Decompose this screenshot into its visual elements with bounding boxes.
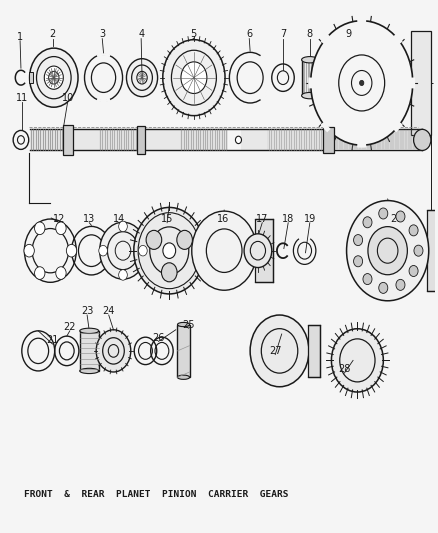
Text: 7: 7 xyxy=(280,29,286,39)
Circle shape xyxy=(363,217,372,228)
Circle shape xyxy=(35,222,45,235)
Circle shape xyxy=(127,59,158,96)
Circle shape xyxy=(44,66,64,90)
Text: 1: 1 xyxy=(17,32,23,42)
Ellipse shape xyxy=(177,322,190,327)
Text: 14: 14 xyxy=(113,214,126,224)
Bar xyxy=(137,126,145,154)
Circle shape xyxy=(66,244,77,257)
Text: 11: 11 xyxy=(16,93,28,103)
Bar xyxy=(29,72,33,83)
Circle shape xyxy=(162,263,177,282)
Text: 28: 28 xyxy=(338,365,350,374)
Circle shape xyxy=(332,329,383,392)
Bar xyxy=(334,131,422,149)
Circle shape xyxy=(409,265,418,277)
Bar xyxy=(427,210,438,292)
Text: 10: 10 xyxy=(61,93,74,103)
Text: 6: 6 xyxy=(246,29,252,39)
Bar xyxy=(177,325,190,377)
Circle shape xyxy=(396,279,405,290)
Bar xyxy=(99,130,137,150)
Circle shape xyxy=(56,266,66,279)
Bar xyxy=(80,331,99,371)
Text: 16: 16 xyxy=(217,214,230,224)
Circle shape xyxy=(119,221,127,232)
Text: 3: 3 xyxy=(99,29,105,39)
Text: 20: 20 xyxy=(390,214,403,224)
Circle shape xyxy=(146,230,162,249)
Text: 2: 2 xyxy=(49,29,56,39)
Circle shape xyxy=(379,282,388,293)
Circle shape xyxy=(96,330,131,372)
Circle shape xyxy=(24,244,34,257)
Text: 22: 22 xyxy=(64,322,76,332)
Text: FRONT  &  REAR  PLANET  PINION  CARRIER  GEARS: FRONT & REAR PLANET PINION CARRIER GEARS xyxy=(25,490,289,499)
Bar xyxy=(241,130,268,150)
Circle shape xyxy=(413,130,431,150)
Ellipse shape xyxy=(177,375,190,379)
Bar xyxy=(255,219,272,282)
Circle shape xyxy=(134,207,205,294)
Bar xyxy=(268,130,323,150)
Circle shape xyxy=(30,48,78,107)
Text: 15: 15 xyxy=(161,214,173,224)
Bar xyxy=(64,125,73,155)
Circle shape xyxy=(368,227,407,274)
Text: 9: 9 xyxy=(346,29,352,39)
Circle shape xyxy=(192,211,257,290)
Circle shape xyxy=(181,62,207,93)
Circle shape xyxy=(346,200,429,301)
Text: 17: 17 xyxy=(256,214,268,224)
Circle shape xyxy=(138,245,147,256)
Bar xyxy=(73,130,99,150)
Text: 25: 25 xyxy=(183,319,195,329)
Circle shape xyxy=(353,256,363,267)
Bar xyxy=(145,130,180,150)
Text: 26: 26 xyxy=(152,333,165,343)
Bar xyxy=(180,130,228,150)
Circle shape xyxy=(379,208,388,219)
Bar xyxy=(307,325,320,377)
Circle shape xyxy=(163,243,176,259)
Text: 12: 12 xyxy=(53,214,65,224)
Circle shape xyxy=(409,225,418,236)
Circle shape xyxy=(35,266,45,279)
Circle shape xyxy=(236,136,241,143)
Circle shape xyxy=(244,234,272,268)
Bar xyxy=(30,130,64,150)
Circle shape xyxy=(311,21,413,145)
Ellipse shape xyxy=(80,368,99,374)
Circle shape xyxy=(99,245,107,256)
Bar xyxy=(410,31,431,135)
Text: 23: 23 xyxy=(81,306,93,316)
Text: 5: 5 xyxy=(190,29,196,39)
Text: 19: 19 xyxy=(304,214,316,224)
Circle shape xyxy=(56,222,66,235)
Circle shape xyxy=(414,245,423,256)
Text: 13: 13 xyxy=(83,214,95,224)
Ellipse shape xyxy=(302,56,318,63)
Circle shape xyxy=(396,211,405,222)
Circle shape xyxy=(100,222,146,279)
Circle shape xyxy=(163,39,225,116)
Bar xyxy=(323,127,334,153)
Text: 8: 8 xyxy=(307,29,313,39)
Text: 21: 21 xyxy=(46,335,59,345)
Circle shape xyxy=(119,270,127,280)
Text: 24: 24 xyxy=(102,306,115,316)
Circle shape xyxy=(250,315,309,387)
Circle shape xyxy=(360,80,364,86)
Circle shape xyxy=(177,230,192,249)
Text: 27: 27 xyxy=(269,346,282,356)
Ellipse shape xyxy=(80,328,99,334)
Circle shape xyxy=(353,235,363,246)
Circle shape xyxy=(363,273,372,285)
Bar xyxy=(302,60,318,95)
Text: 18: 18 xyxy=(282,214,294,224)
Ellipse shape xyxy=(302,92,318,99)
Text: 4: 4 xyxy=(138,29,144,39)
